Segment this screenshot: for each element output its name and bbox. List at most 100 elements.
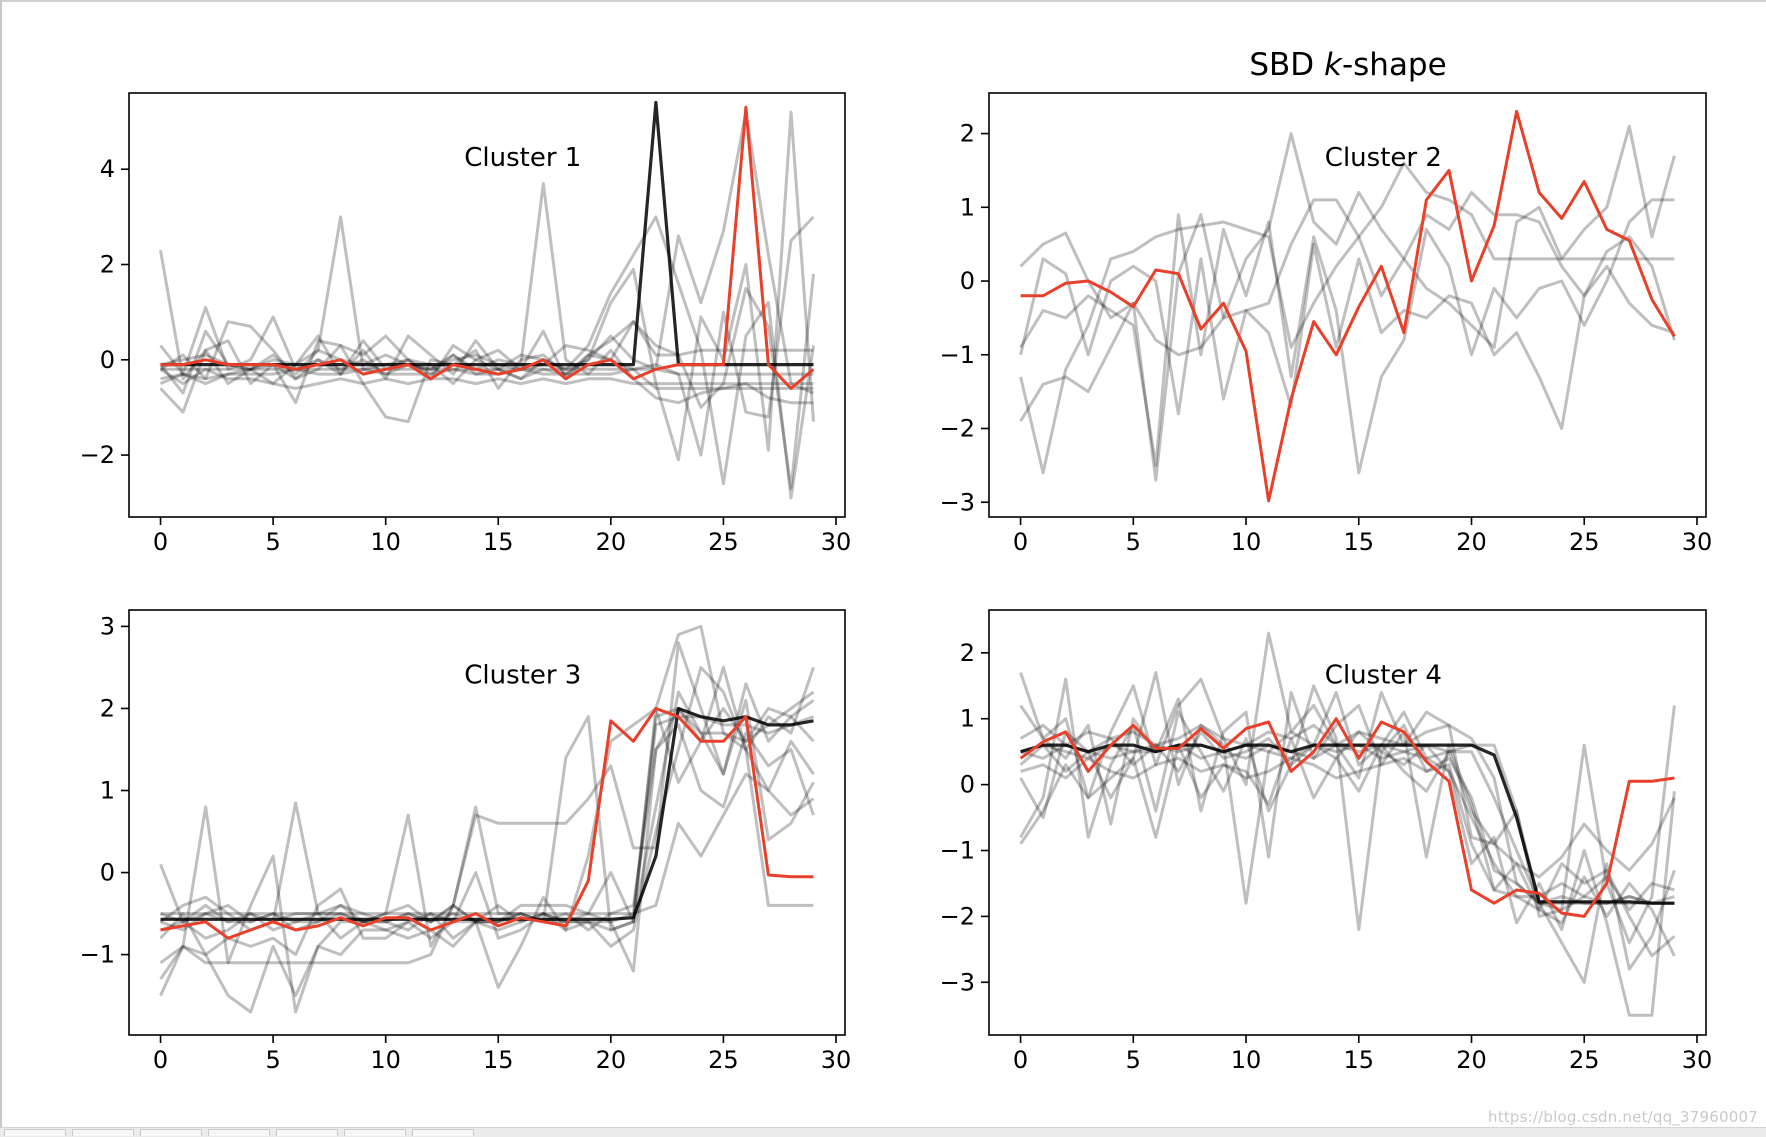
- series-line-member-5: [1019, 198, 1675, 475]
- y-tick-label: 1: [100, 777, 115, 805]
- series-line-member-5: [159, 665, 815, 965]
- window-left-border: [0, 0, 2, 1136]
- x-tick-label: 0: [153, 528, 168, 556]
- y-tick-label: −1: [940, 837, 975, 865]
- x-tick-label: 30: [821, 528, 852, 556]
- cluster-annotation: Cluster 4: [1325, 660, 1442, 690]
- series-line-member-1: [159, 624, 815, 932]
- x-tick-label: 5: [265, 528, 280, 556]
- title-gap: [1314, 47, 1324, 83]
- status-bar: [0, 1127, 1766, 1137]
- status-tab[interactable]: [276, 1129, 338, 1136]
- series-line-highlight: [160, 707, 814, 940]
- x-tick-label: 5: [1126, 1046, 1141, 1074]
- title-italic: k: [1324, 47, 1343, 83]
- y-tick-label: −3: [940, 488, 975, 516]
- series-line-member-3: [1019, 671, 1676, 1017]
- x-tick-label: 0: [153, 1046, 168, 1074]
- status-tab[interactable]: [4, 1129, 66, 1136]
- x-tick-label: 25: [708, 1046, 739, 1074]
- y-tick-label: 4: [100, 155, 115, 183]
- axes-frame: [128, 609, 846, 1036]
- subplot-cluster-1: 0 5 10 15 20 25 30 −2 0 2 4 Cluster 1: [80, 92, 852, 556]
- title-plain: SBD: [1249, 47, 1314, 83]
- series-line-member-4: [1019, 690, 1676, 958]
- watermark-url: https://blog.csdn.net/qq_37960007: [1488, 1108, 1758, 1126]
- y-tick-label: 3: [100, 612, 115, 640]
- series-line-member-2: [1019, 161, 1675, 475]
- axes-frame: [988, 609, 1707, 1036]
- y-tick-label: −3: [940, 968, 975, 996]
- series-line-member-4: [159, 110, 815, 462]
- series-line-centroid: [1020, 743, 1675, 905]
- y-tick-label: −2: [940, 415, 975, 443]
- cluster-annotation: Cluster 2: [1325, 143, 1442, 173]
- status-tab[interactable]: [140, 1129, 202, 1136]
- y-tick-label: 0: [100, 346, 115, 374]
- y-tick-label: 2: [100, 694, 115, 722]
- x-tick-label: 10: [370, 1046, 401, 1074]
- x-tick-label: 20: [596, 528, 627, 556]
- axes-frame: [128, 92, 846, 518]
- x-tick-label: 15: [1344, 1046, 1375, 1074]
- x-tick-label: 15: [483, 1046, 514, 1074]
- series-line-member-4: [159, 723, 815, 1014]
- x-tick-label: 25: [1569, 528, 1600, 556]
- y-tick-label: 0: [100, 859, 115, 887]
- y-tick-label: 2: [960, 120, 975, 148]
- series-line-member-9: [1020, 756, 1676, 957]
- window-top-border: [0, 0, 1766, 2]
- series-line-member-2: [159, 665, 815, 1014]
- series-line-member-3: [159, 641, 815, 981]
- y-tick-label: 1: [960, 705, 975, 733]
- series-group: [1019, 631, 1676, 1017]
- title-suffix: -shape: [1342, 47, 1447, 83]
- series-line-member-3: [159, 110, 815, 424]
- x-tick-label: 20: [1456, 528, 1487, 556]
- series-line-member-8: [160, 707, 814, 916]
- series-line-highlight: [1020, 109, 1676, 503]
- y-tick-label: 2: [100, 251, 115, 279]
- cluster-annotation: Cluster 3: [464, 660, 581, 690]
- status-tab[interactable]: [344, 1129, 406, 1136]
- y-tick-label: −2: [940, 902, 975, 930]
- series-line-member-6: [1019, 737, 1676, 879]
- x-tick-label: 10: [370, 528, 401, 556]
- x-tick-label: 25: [1569, 1046, 1600, 1074]
- x-tick-label: 20: [596, 1046, 627, 1074]
- series-group: [1019, 109, 1676, 503]
- series-line-member-4: [1019, 235, 1676, 430]
- y-tick-label: −2: [80, 441, 115, 469]
- x-tick-label: 10: [1231, 1046, 1262, 1074]
- y-tick-label: −1: [80, 941, 115, 969]
- x-tick-label: 0: [1013, 1046, 1028, 1074]
- series-group: [159, 100, 815, 500]
- x-tick-label: 15: [1344, 528, 1375, 556]
- subplot-cluster-4: 0 5 10 15 20 25 30 −3 −2 −1 0 1 2 Cluster 4: [940, 609, 1713, 1074]
- axes-frame: [988, 92, 1707, 518]
- x-tick-label: 30: [821, 1046, 852, 1074]
- series-line-member-2: [1019, 677, 1676, 984]
- series-line-highlight: [1019, 717, 1675, 918]
- series-line-member-10: [159, 707, 815, 932]
- status-tab[interactable]: [412, 1129, 474, 1136]
- series-line-member-8: [160, 320, 814, 371]
- series-line-member-1: [1019, 631, 1676, 945]
- subplot-cluster-3: 0 5 10 15 20 25 30 −1 0 1 2 3 Cluster 3: [80, 609, 852, 1074]
- x-tick-label: 5: [1126, 528, 1141, 556]
- y-tick-label: 0: [960, 771, 975, 799]
- x-tick-label: 20: [1456, 1046, 1487, 1074]
- x-tick-label: 5: [265, 1046, 280, 1074]
- y-tick-label: 2: [960, 639, 975, 667]
- series-group: [159, 624, 815, 1014]
- x-tick-label: 15: [483, 528, 514, 556]
- y-tick-label: −1: [940, 341, 975, 369]
- status-tab[interactable]: [208, 1129, 270, 1136]
- series-line-highlight: [160, 105, 815, 390]
- x-tick-label: 30: [1682, 1046, 1713, 1074]
- x-tick-label: 0: [1013, 528, 1028, 556]
- status-tab[interactable]: [72, 1129, 134, 1136]
- subplot-cluster-2: 0 5 10 15 20 25 30 −3 −2 −1 0 1 2 Cluster 2: [940, 92, 1712, 556]
- series-line-member-10: [159, 367, 814, 390]
